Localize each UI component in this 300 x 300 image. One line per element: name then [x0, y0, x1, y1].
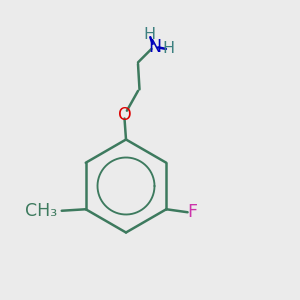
Text: H: H [163, 41, 175, 56]
Text: N: N [148, 38, 161, 56]
Text: CH₃: CH₃ [25, 202, 57, 220]
Text: O: O [118, 106, 131, 124]
Text: H: H [143, 27, 155, 42]
Text: F: F [187, 203, 197, 221]
